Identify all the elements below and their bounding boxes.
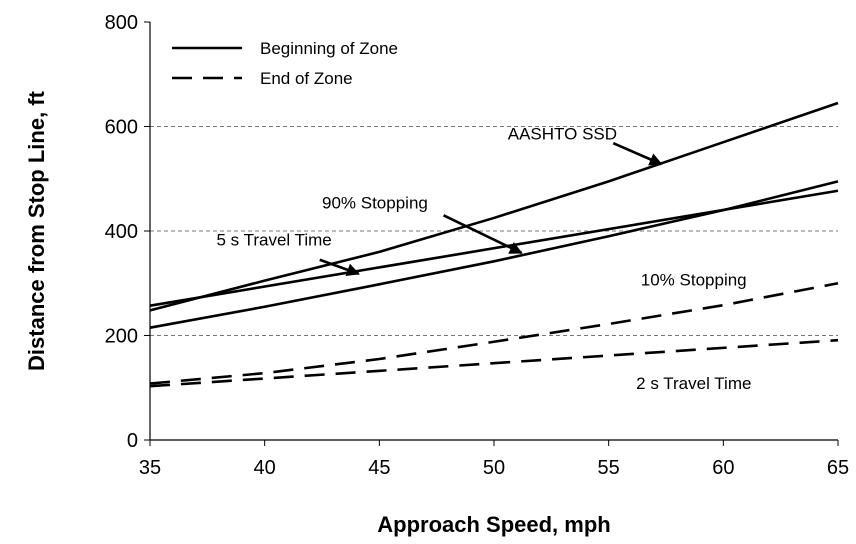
y-tick-label-800: 800 bbox=[105, 12, 138, 34]
series-line-aashto-ssd bbox=[149, 101, 839, 312]
series-line-5-s-travel-time bbox=[149, 189, 839, 307]
series-line-2-s-travel-time bbox=[149, 338, 839, 388]
annotation-arrow-90-stopping bbox=[442, 214, 523, 255]
x-tick-label-65: 65 bbox=[827, 457, 849, 479]
annotation-arrow-5-s-travel-time bbox=[319, 258, 360, 276]
y-tick-label-600: 600 bbox=[105, 117, 138, 139]
annotation-2-s-travel-time: 2 s Travel Time bbox=[636, 374, 751, 393]
y-tick-label-400: 400 bbox=[105, 221, 138, 243]
legend: Beginning of Zone End of Zone bbox=[172, 39, 398, 88]
gridlines bbox=[150, 126, 838, 336]
x-tick-label-60: 60 bbox=[712, 457, 734, 479]
x-axis-title: Approach Speed, mph bbox=[377, 512, 610, 537]
x-tick-label-55: 55 bbox=[598, 457, 620, 479]
annotations: AASHTO SSD 90% Stopping 5 s Travel Time 10%… bbox=[217, 125, 752, 393]
tick-labels: 35 40 45 50 55 60 65 0 200 400 600 800 bbox=[105, 12, 850, 479]
annotation-90-stopping: 90% Stopping bbox=[322, 194, 428, 213]
legend-label-end-of-zone: End of Zone bbox=[260, 69, 353, 88]
series-line-10-stopping bbox=[149, 281, 839, 385]
y-axis-title: Distance from Stop Line, ft bbox=[24, 90, 49, 371]
x-tick-label-40: 40 bbox=[254, 457, 276, 479]
axes bbox=[144, 21, 839, 446]
x-tick-label-50: 50 bbox=[483, 457, 505, 479]
series-lines bbox=[149, 101, 839, 388]
series-line-90-stopping bbox=[149, 180, 839, 329]
x-tick-label-35: 35 bbox=[139, 457, 161, 479]
annotation-10-stopping: 10% Stopping bbox=[641, 270, 747, 289]
y-tick-label-200: 200 bbox=[105, 326, 138, 348]
annotation-arrow-aashto-ssd bbox=[612, 142, 663, 166]
legend-label-beginning-of-zone: Beginning of Zone bbox=[260, 39, 398, 58]
x-tick-label-45: 45 bbox=[368, 457, 390, 479]
annotation-5-s-travel-time: 5 s Travel Time bbox=[217, 231, 332, 250]
annotation-aashto-ssd: AASHTO SSD bbox=[508, 125, 617, 144]
y-tick-label-0: 0 bbox=[127, 430, 138, 452]
